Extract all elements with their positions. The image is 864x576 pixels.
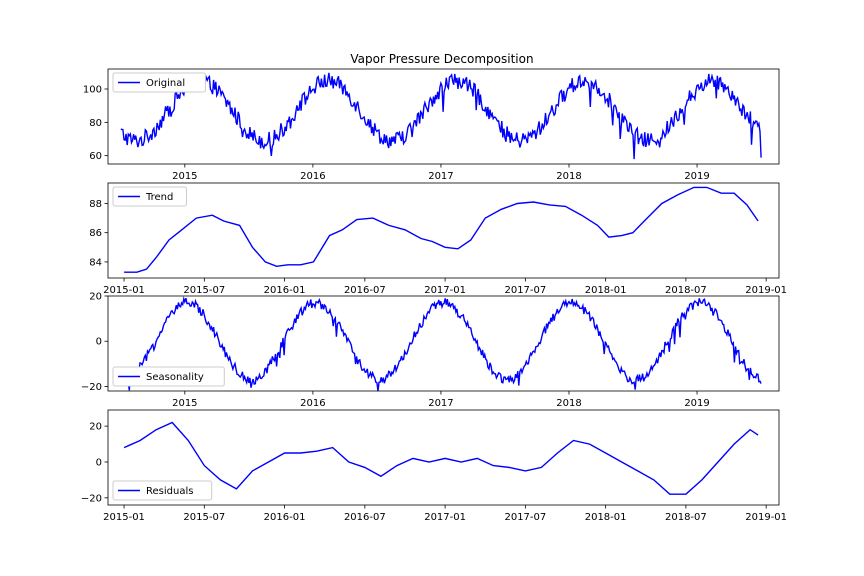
residuals-ytick-label: 20 [89, 422, 102, 433]
original-legend-label: Original [146, 78, 185, 89]
trend-legend-box [112, 186, 187, 207]
residuals-subplot: 2015-01 2015-07 2016-01 2016-07 2017-01 2017-… [81, 409, 787, 523]
trend-xtick-label: 2015-07 [183, 285, 225, 296]
residuals-xtick-label: 2019-01 [745, 512, 787, 523]
seasonality-xtick-label: 2015 [172, 398, 197, 409]
trend-xtick-label: 2015-01 [103, 285, 145, 296]
original-xtick-label: 2015 [172, 171, 197, 182]
seasonality-series-line [120, 296, 762, 392]
residuals-legend-label: Residuals [146, 486, 193, 497]
residuals-xtick-label: 2016-01 [264, 512, 306, 523]
original-xtick-label: 2017 [428, 171, 453, 182]
residuals-xtick-label: 2015-07 [183, 512, 225, 523]
trend-xtick-label: 2019-01 [745, 285, 787, 296]
residuals-xtick-label: 2017-01 [424, 512, 466, 523]
trend-xtick-label: 2018-01 [585, 285, 627, 296]
original-ytick-label: 60 [89, 151, 102, 162]
original-ytick-label: 100 [83, 85, 102, 96]
seasonality-axes-frame [107, 295, 780, 392]
trend-xtick-label: 2016-07 [344, 285, 386, 296]
residuals-xtick-label: 2015-01 [103, 512, 145, 523]
residuals-xtick-label: 2018-07 [665, 512, 707, 523]
original-xtick-label: 2019 [684, 171, 709, 182]
seasonality-ytick-label: 0 [96, 337, 102, 348]
residuals-ytick-label: −20 [81, 493, 102, 504]
trend-ytick-label: 86 [89, 228, 102, 239]
residuals-legend-box [112, 480, 213, 501]
original-series-line [120, 72, 762, 160]
residuals-xtick-label: 2016-07 [344, 512, 386, 523]
seasonality-xtick-label: 2019 [684, 398, 709, 409]
original-ytick-label: 80 [89, 118, 102, 129]
seasonality-legend-label: Seasonality [146, 372, 204, 383]
trend-axes-frame [107, 182, 780, 279]
seasonality-ytick-label: 20 [89, 292, 102, 303]
residuals-series-line [123, 421, 759, 495]
residuals-xtick-label: 2018-01 [585, 512, 627, 523]
seasonality-xtick-label: 2016 [300, 398, 325, 409]
trend-xtick-label: 2016-01 [264, 285, 306, 296]
residuals-xtick-label: 2017-07 [504, 512, 546, 523]
trend-ytick-label: 88 [89, 199, 102, 210]
original-subplot: 2015 2016 2017 2018 2019 60 80 100 Original [83, 68, 780, 182]
trend-xtick-label: 2018-07 [665, 285, 707, 296]
original-axes-frame [107, 68, 780, 165]
trend-xtick-label: 2017-01 [424, 285, 466, 296]
trend-subplot: 2015-01 2015-07 2016-01 2016-07 2017-01 2017-… [89, 182, 787, 296]
figure-title: Vapor Pressure Decomposition [350, 52, 533, 66]
trend-ytick-label: 84 [89, 257, 102, 268]
seasonality-subplot: 2015 2016 2017 2018 2019 −20 0 20 Seasonality [81, 292, 780, 409]
trend-legend-label: Trend [145, 192, 173, 203]
original-xtick-label: 2018 [556, 171, 581, 182]
seasonality-xtick-label: 2018 [556, 398, 581, 409]
original-xtick-label: 2016 [300, 171, 325, 182]
residuals-axes-frame [107, 409, 780, 506]
seasonality-xtick-label: 2017 [428, 398, 453, 409]
seasonality-ytick-label: −20 [81, 382, 102, 393]
original-legend-box [112, 72, 206, 93]
trend-series-line [124, 186, 759, 273]
seasonality-legend-box [112, 366, 225, 387]
residuals-ytick-label: 0 [96, 457, 102, 468]
trend-xtick-label: 2017-07 [504, 285, 546, 296]
